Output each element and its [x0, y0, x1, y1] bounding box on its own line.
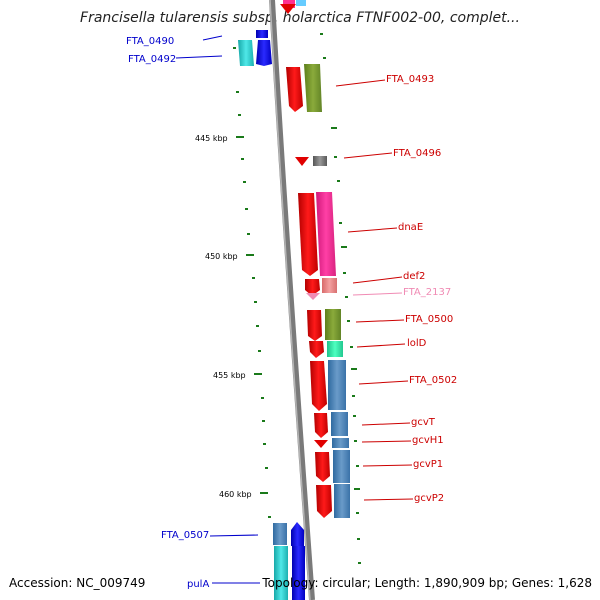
- leader-gcvP1: [362, 464, 413, 467]
- gene-label-FTA_0496[interactable]: FTA_0496: [393, 148, 441, 159]
- gene-FTA_0490: [256, 30, 268, 38]
- gene-FTA_0493: [286, 67, 303, 112]
- gene-FTA_0492: [256, 40, 272, 66]
- gene-gcvT: [314, 413, 328, 438]
- gene-label-gcvT[interactable]: gcvT: [411, 417, 436, 428]
- gene-label-gcvP2[interactable]: gcvP2: [414, 493, 444, 504]
- leader-FTA_0502: [358, 380, 409, 385]
- leader-FTA_0493: [335, 79, 386, 87]
- gene-label-FTA_0490[interactable]: FTA_0490: [126, 36, 174, 47]
- gene-gcvP1-steel: [333, 450, 350, 483]
- tick-mark-450: [246, 254, 254, 256]
- gene-label-FTA_2137[interactable]: FTA_2137: [403, 287, 451, 298]
- leader-lolD: [356, 343, 406, 348]
- map-title: Francisella tularensis subsp. holarctica…: [80, 10, 520, 26]
- leader-def2: [352, 276, 403, 284]
- tick-label-450: 450 kbp: [205, 252, 238, 261]
- leader-FTA_2137: [352, 292, 403, 296]
- gene-def2: [305, 279, 320, 296]
- topology-text: Topology: circular; Length: 1,890,909 bp…: [262, 576, 592, 590]
- tick-marks-left: [233, 47, 271, 518]
- gene-dnaE: [298, 193, 318, 276]
- gene-label-dnaE[interactable]: dnaE: [398, 222, 423, 233]
- gene-FTA_0500-olive: [325, 309, 341, 340]
- gene-FTA_0502: [310, 361, 327, 411]
- tick-label-445: 445 kbp: [195, 134, 228, 143]
- gene-label-FTA_0507[interactable]: FTA_0507: [161, 530, 209, 541]
- genome-backbone: [269, 0, 315, 600]
- gene-cyan-left: [238, 40, 254, 66]
- gene-label-gcvP1[interactable]: gcvP1: [413, 459, 443, 470]
- leader-FTA_0496: [343, 152, 393, 159]
- tick-marks-right: [320, 33, 361, 564]
- gene-def2-salmon: [322, 278, 337, 293]
- gene-FTA_0493-olive: [304, 64, 322, 112]
- gene-gcvT-steel: [331, 412, 348, 436]
- gene-dnaE-pink: [316, 192, 336, 276]
- leader-dnaE: [347, 227, 398, 233]
- leader-gcvT: [361, 422, 411, 426]
- gene-FTA_0507: [291, 522, 304, 546]
- gene-FTA_0502-steel: [328, 360, 346, 410]
- tick-mark-460: [260, 492, 268, 494]
- gene-FTA_0500: [307, 310, 322, 341]
- gene-pulA-cyan: [274, 546, 288, 600]
- gene-gcvP1: [315, 452, 330, 482]
- gene-label-FTA_0493[interactable]: FTA_0493: [386, 74, 434, 85]
- tick-mark-455: [254, 373, 262, 375]
- gene-pulA: [292, 546, 305, 600]
- leader-gcvH1: [361, 440, 412, 443]
- leader-FTA_0500: [355, 319, 405, 323]
- gene-lolD: [309, 341, 324, 358]
- gene-FTA_0496: [295, 157, 309, 166]
- leader-FTA_0490: [202, 35, 223, 41]
- gene-FTA_0496-grey: [313, 156, 327, 166]
- leader-FTA_0492: [175, 55, 223, 59]
- gene-label-gcvH1[interactable]: gcvH1: [412, 435, 444, 446]
- gene-label-def2[interactable]: def2: [403, 271, 425, 282]
- tick-label-455: 455 kbp: [213, 371, 246, 380]
- gene-label-FTA_0500[interactable]: FTA_0500: [405, 314, 453, 325]
- accession-text: Accession: NC_009749: [9, 576, 146, 590]
- gene-gcvP2-steel: [334, 484, 350, 518]
- gene-gcvP2: [316, 485, 332, 518]
- gene-gcvH1-steel: [332, 438, 349, 448]
- leader-gcvP2: [363, 498, 414, 501]
- gene-label-pulA[interactable]: pulA: [187, 579, 209, 590]
- gene-partial-top-red: [280, 4, 296, 14]
- gene-label-FTA_0502[interactable]: FTA_0502: [409, 375, 457, 386]
- gene-FTA_0507-steel: [273, 523, 287, 545]
- tick-mark-445: [236, 136, 244, 138]
- gene-lolD-mint: [327, 341, 343, 357]
- tick-label-460: 460 kbp: [219, 490, 252, 499]
- leader-FTA_0507: [209, 534, 259, 537]
- gene-gcvH1: [314, 440, 328, 448]
- gene-label-FTA_0492[interactable]: FTA_0492: [128, 54, 176, 65]
- gene-FTA_2137: [306, 293, 320, 300]
- gene-label-lolD[interactable]: lolD: [407, 338, 427, 349]
